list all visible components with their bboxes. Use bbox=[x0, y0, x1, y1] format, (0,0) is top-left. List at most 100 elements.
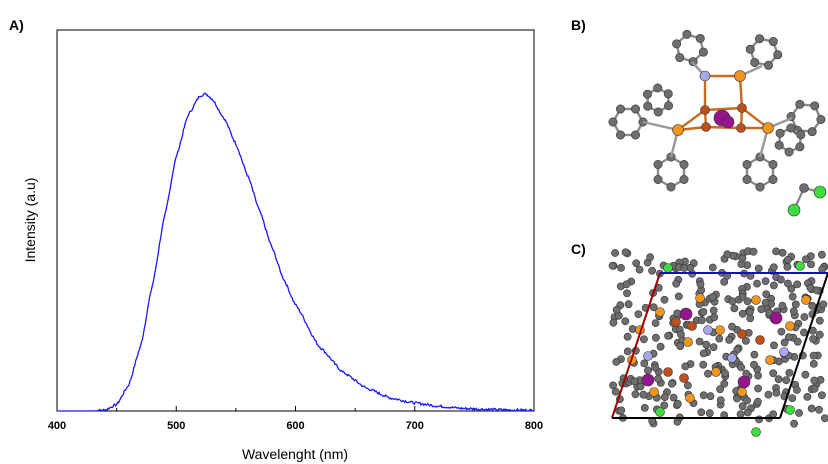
x-tick-label-800: 800 bbox=[525, 420, 543, 432]
carbon-atom bbox=[608, 117, 618, 127]
iodine-atom bbox=[769, 311, 783, 325]
chlorine-atom bbox=[787, 203, 801, 217]
carbon-atom bbox=[769, 263, 778, 272]
carbon-atom bbox=[609, 318, 618, 327]
carbon-atom bbox=[632, 259, 641, 268]
carbon-atom bbox=[720, 379, 729, 388]
x-tick-label-600: 600 bbox=[286, 420, 304, 432]
phosphorus-atom bbox=[785, 321, 795, 331]
carbon-atom bbox=[663, 89, 673, 99]
iodine-atom bbox=[721, 115, 735, 129]
carbon-atom bbox=[738, 309, 747, 318]
carbon-atom bbox=[746, 308, 754, 316]
copper-atom bbox=[663, 367, 673, 377]
carbon-atom bbox=[761, 277, 770, 285]
carbon-atom bbox=[809, 359, 818, 368]
carbon-atom bbox=[793, 337, 802, 346]
carbon-atom bbox=[757, 305, 766, 314]
unit-cell-edge-right bbox=[779, 272, 828, 419]
carbon-atom bbox=[793, 280, 802, 289]
x-axis-title: Wavelenght (nm) bbox=[242, 446, 348, 462]
carbon-atom bbox=[624, 300, 633, 309]
carbon-atom bbox=[768, 160, 778, 170]
carbon-atom bbox=[821, 414, 828, 423]
x-tick-label-700: 700 bbox=[406, 420, 424, 432]
emission-chart: 400 500 600 700 800 Wavelenght (nm) Intensit… bbox=[22, 29, 543, 462]
nitrogen-atom bbox=[727, 353, 737, 363]
carbon-atom bbox=[628, 325, 637, 333]
carbon-atom bbox=[644, 366, 652, 375]
carbon-atom bbox=[617, 406, 626, 415]
carbon-atom bbox=[630, 130, 640, 140]
carbon-atom bbox=[763, 60, 773, 70]
carbon-atom bbox=[681, 362, 690, 371]
phosphorus-atom bbox=[751, 295, 761, 305]
carbon-atom bbox=[743, 297, 752, 306]
carbon-atom bbox=[809, 351, 818, 360]
carbon-atom bbox=[623, 332, 632, 341]
carbon-atom bbox=[654, 374, 663, 383]
copper-atom bbox=[737, 103, 747, 113]
carbon-atom bbox=[784, 147, 794, 157]
carbon-atom bbox=[743, 396, 751, 405]
carbon-atom bbox=[745, 44, 755, 54]
phosphorus-atom bbox=[765, 355, 775, 365]
carbon-atom bbox=[673, 399, 682, 408]
copper-atom bbox=[687, 321, 697, 331]
carbon-atom bbox=[799, 183, 809, 193]
phosphorus-atom bbox=[734, 70, 746, 82]
carbon-atom bbox=[810, 384, 819, 393]
carbon-atom bbox=[684, 381, 692, 390]
carbon-atom bbox=[622, 280, 631, 289]
carbon-atom bbox=[772, 247, 780, 256]
panel-label-b: B) bbox=[571, 17, 586, 33]
carbon-atom bbox=[815, 316, 824, 325]
carbon-atom bbox=[818, 391, 826, 400]
carbon-atom bbox=[737, 363, 745, 372]
carbon-atom bbox=[723, 250, 732, 259]
carbon-atom bbox=[772, 388, 781, 397]
carbon-atom bbox=[802, 255, 810, 264]
carbon-atom bbox=[708, 293, 717, 301]
carbon-atom bbox=[702, 340, 711, 349]
carbon-atom bbox=[755, 34, 765, 44]
carbon-atom bbox=[698, 47, 708, 57]
carbon-atom bbox=[664, 331, 672, 340]
carbon-atom bbox=[761, 298, 770, 307]
carbon-atom bbox=[782, 376, 791, 384]
copper-atom bbox=[737, 329, 747, 339]
carbon-atom bbox=[775, 128, 785, 138]
carbon-atom bbox=[770, 281, 778, 290]
carbon-atom bbox=[630, 377, 639, 386]
carbon-atom bbox=[807, 127, 817, 137]
iodine-atom bbox=[737, 375, 751, 389]
y-axis-title: Intensity (a.u) bbox=[22, 178, 38, 263]
carbon-atom bbox=[668, 379, 676, 388]
chlorine-atom bbox=[663, 263, 673, 273]
phosphorus-atom bbox=[715, 325, 725, 335]
carbon-atom bbox=[612, 357, 621, 366]
phosphorus-atom bbox=[685, 393, 695, 403]
carbon-atom bbox=[631, 390, 640, 399]
carbon-atom bbox=[649, 303, 658, 312]
carbon-atom bbox=[646, 253, 654, 262]
carbon-atom bbox=[639, 390, 648, 399]
carbon-atom bbox=[738, 402, 747, 411]
carbon-atom bbox=[679, 160, 689, 170]
carbon-atom bbox=[774, 375, 783, 384]
carbon-atom bbox=[807, 260, 815, 269]
phosphorus-atom bbox=[655, 307, 665, 317]
iodine-atom bbox=[641, 373, 655, 387]
carbon-atom bbox=[698, 316, 706, 325]
phosphorus-atom bbox=[649, 387, 659, 397]
phosphorus-atom bbox=[672, 124, 684, 136]
carbon-atom bbox=[791, 300, 800, 309]
x-tick-label-500: 500 bbox=[167, 420, 185, 432]
carbon-atom bbox=[762, 290, 771, 299]
carbon-atom bbox=[716, 396, 725, 404]
carbon-atom bbox=[679, 175, 689, 185]
carbon-atom bbox=[695, 33, 705, 43]
carbon-atom bbox=[818, 250, 826, 259]
copper-atom bbox=[671, 317, 681, 327]
